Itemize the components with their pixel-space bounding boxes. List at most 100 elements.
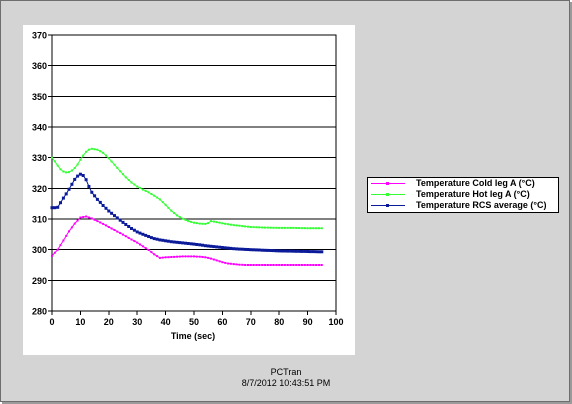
series-point-cold-leg-10 (79, 216, 82, 219)
series-point-hot-leg-36 (153, 194, 156, 197)
legend-item-rcs-average: Temperature RCS average (°C) (368, 200, 558, 211)
legend-item-hot-leg: Temperature Hot leg A (°C) (368, 189, 558, 200)
series-point-hot-leg-94 (318, 227, 320, 230)
series-point-hot-leg-64 (232, 224, 235, 227)
series-point-rcs-average-21 (110, 211, 114, 215)
series-point-hot-leg-47 (184, 218, 187, 221)
series-point-hot-leg-73 (258, 226, 261, 229)
series-point-cold-leg-88 (300, 264, 303, 266)
series-point-cold-leg-17 (99, 221, 102, 224)
series-point-hot-leg-10 (79, 158, 82, 161)
series-point-cold-leg-25 (122, 233, 124, 236)
series-point-cold-leg-46 (181, 255, 184, 258)
series-point-hot-leg-3 (59, 168, 62, 171)
series-point-hot-leg-23 (116, 166, 119, 169)
series-point-rcs-average-57 (212, 245, 216, 249)
series-point-hot-leg-21 (110, 160, 113, 163)
series-point-cold-leg-58 (215, 259, 218, 262)
series-point-hot-leg-44 (176, 214, 178, 217)
series-point-hot-leg-22 (113, 163, 116, 166)
series-point-hot-leg-34 (147, 191, 150, 194)
series-point-rcs-average-16 (95, 197, 99, 201)
y-tick-label-280: 280 (32, 307, 47, 317)
series-point-hot-leg-58 (215, 221, 218, 224)
series-point-hot-leg-53 (201, 222, 204, 225)
series-point-hot-leg-63 (229, 223, 232, 226)
series-point-hot-leg-86 (295, 227, 298, 229)
y-tick-label-290: 290 (32, 276, 47, 286)
series-point-cold-leg-6 (68, 230, 70, 233)
series-point-rcs-average-51 (195, 243, 199, 246)
series-point-rcs-average-34 (147, 235, 151, 238)
series-point-cold-leg-84 (289, 264, 292, 266)
series-point-rcs-average-89 (303, 249, 307, 253)
series-point-rcs-average-27 (127, 225, 131, 228)
series-point-hot-leg-38 (158, 198, 161, 201)
series-point-hot-leg-61 (224, 222, 227, 225)
y-tick-label-370: 370 (32, 31, 47, 41)
series-point-rcs-average-6 (67, 187, 71, 191)
series-point-cold-leg-40 (164, 256, 167, 259)
series-point-cold-leg-14 (90, 217, 93, 220)
series-point-cold-leg-28 (130, 238, 133, 241)
series-point-hot-leg-62 (227, 223, 230, 226)
series-point-hot-leg-59 (218, 221, 221, 224)
series-point-rcs-average-56 (209, 244, 213, 248)
series-point-hot-leg-80 (278, 226, 281, 229)
series-point-hot-leg-6 (68, 171, 70, 174)
series-point-hot-leg-18 (102, 151, 105, 154)
series-point-hot-leg-1 (53, 160, 56, 163)
series-point-rcs-average-66 (237, 247, 241, 251)
series-point-cold-leg-4 (62, 239, 65, 242)
series-point-rcs-average-63 (229, 246, 233, 250)
series-point-rcs-average-49 (189, 242, 193, 246)
series-point-rcs-average-32 (141, 232, 145, 236)
series-point-cold-leg-41 (167, 256, 170, 259)
series-point-hot-leg-72 (255, 226, 258, 229)
series-point-rcs-average-92 (311, 250, 315, 254)
y-tick-label-300: 300 (32, 245, 47, 255)
series-point-hot-leg-39 (161, 201, 164, 204)
series-point-rcs-average-44 (175, 240, 179, 244)
series-point-hot-leg-5 (65, 171, 68, 174)
series-point-hot-leg-68 (244, 225, 247, 228)
series-point-hot-leg-55 (207, 222, 210, 224)
series-point-rcs-average-94 (317, 250, 321, 254)
series-point-rcs-average-47 (184, 241, 187, 245)
series-point-rcs-average-29 (132, 228, 136, 232)
series-point-rcs-average-93 (314, 250, 318, 254)
series-point-cold-leg-72 (255, 264, 258, 266)
x-tick-label-90: 90 (303, 317, 313, 327)
series-point-hot-leg-2 (56, 164, 59, 167)
series-point-rcs-average-4 (61, 196, 65, 200)
series-point-rcs-average-0 (50, 206, 54, 210)
series-point-hot-leg-35 (150, 193, 153, 195)
series-point-rcs-average-68 (243, 247, 247, 251)
series-point-rcs-average-78 (272, 249, 275, 253)
series-point-cold-leg-67 (241, 263, 244, 266)
series-point-cold-leg-74 (261, 264, 264, 266)
series-point-hot-leg-51 (195, 222, 198, 225)
series-point-hot-leg-57 (212, 220, 215, 223)
series-point-rcs-average-18 (101, 204, 105, 207)
series-point-rcs-average-76 (266, 248, 270, 252)
series-point-hot-leg-13 (87, 148, 90, 151)
y-tick-label-350: 350 (32, 92, 47, 102)
series-point-cold-leg-54 (204, 256, 207, 259)
series-point-hot-leg-41 (167, 206, 170, 209)
series-point-rcs-average-52 (198, 243, 202, 247)
series-point-rcs-average-91 (308, 250, 312, 254)
series-point-hot-leg-33 (144, 189, 147, 192)
series-point-cold-leg-83 (286, 264, 289, 266)
series-point-cold-leg-90 (306, 264, 309, 266)
series-point-hot-leg-8 (73, 167, 76, 170)
series-point-hot-leg-79 (275, 226, 278, 229)
series-point-rcs-average-20 (107, 209, 111, 213)
series-point-rcs-average-17 (98, 200, 102, 204)
series-point-cold-leg-95 (320, 264, 323, 266)
series-point-rcs-average-95 (320, 250, 324, 254)
series-point-hot-leg-42 (170, 209, 173, 212)
series-point-cold-leg-60 (221, 261, 224, 264)
series-point-cold-leg-34 (147, 249, 150, 251)
